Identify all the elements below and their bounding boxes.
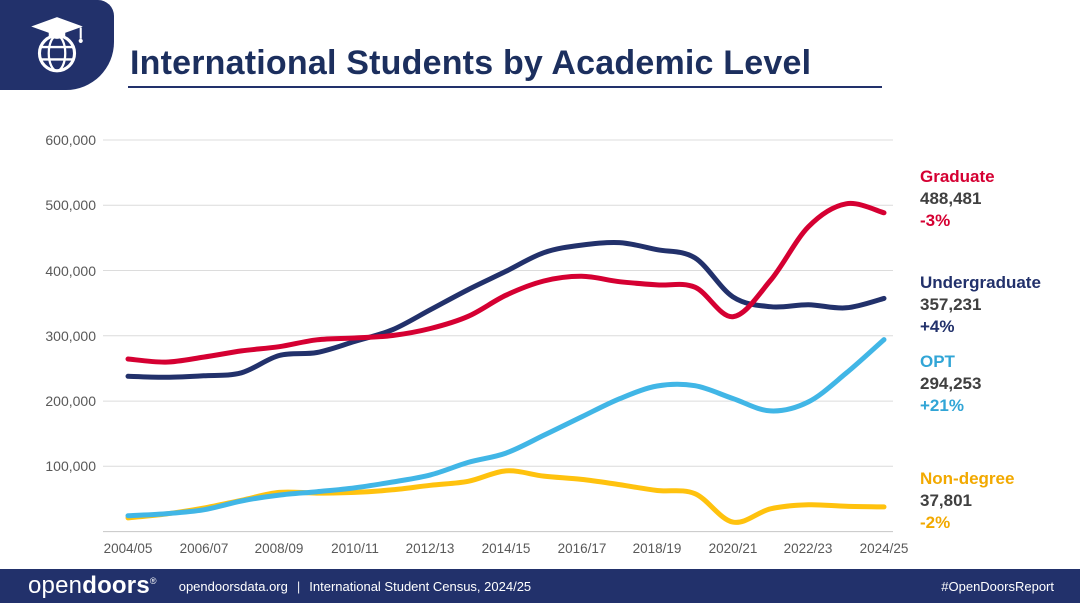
x-tick-label: 2014/15 — [481, 541, 531, 556]
logo-open: open — [28, 572, 83, 599]
x-tick-label: 2004/05 — [103, 541, 153, 556]
page-title: International Students by Academic Level — [130, 43, 812, 82]
y-tick-label: 300,000 — [45, 328, 96, 344]
series-label: Graduate — [920, 167, 995, 186]
y-tick-label: 500,000 — [45, 197, 96, 213]
series-value: 37,801 — [920, 491, 972, 510]
series-change: -3% — [920, 211, 951, 230]
annotation-undergraduate: Undergraduate 357,231 +4% — [920, 272, 1078, 338]
series-change: -2% — [920, 513, 951, 532]
globe-graduation-cap-icon — [31, 17, 83, 73]
x-tick-label: 2022/23 — [783, 541, 833, 556]
footer-census-text: International Student Census, 2024/25 — [309, 578, 532, 594]
annotation-opt: OPT 294,253 +21% — [920, 351, 1078, 417]
footer-site-link[interactable]: opendoorsdata.org — [178, 578, 288, 594]
series-label: Non-degree — [920, 469, 1015, 488]
x-tick-label: 2018/19 — [632, 541, 682, 556]
y-tick-label: 600,000 — [45, 132, 96, 148]
series-line-graduate — [125, 200, 887, 365]
x-tick-label: 2024/25 — [859, 541, 909, 556]
footer-separator: | — [296, 578, 301, 594]
title-underline — [128, 86, 882, 88]
series-value: 488,481 — [920, 189, 982, 208]
registered-mark: ® — [149, 576, 157, 586]
series-label: OPT — [920, 352, 955, 371]
series-value: 357,231 — [920, 295, 982, 314]
series-value: 294,253 — [920, 374, 982, 393]
annotation-non-degree: Non-degree 37,801 -2% — [920, 468, 1078, 534]
x-tick-label: 2020/21 — [708, 541, 758, 556]
series-line-opt — [125, 337, 887, 519]
x-tick-label: 2012/13 — [405, 541, 455, 556]
x-tick-label: 2016/17 — [557, 541, 607, 556]
footer-hashtag: #OpenDoorsReport — [941, 578, 1054, 594]
footer-meta: opendoorsdata.org | International Student … — [179, 579, 531, 594]
series-label: Undergraduate — [920, 273, 1041, 292]
series-change: +4% — [920, 317, 955, 336]
opendoors-logo: opendoors® — [28, 572, 157, 600]
y-tick-label: 100,000 — [45, 458, 96, 474]
x-tick-label: 2006/07 — [179, 541, 229, 556]
y-tick-label: 200,000 — [45, 393, 96, 409]
logo-doors: doors — [82, 572, 150, 599]
footer: opendoors® opendoorsdata.org | Internation… — [0, 569, 1080, 603]
logo-badge — [0, 0, 114, 90]
y-tick-label: 400,000 — [45, 263, 96, 279]
annotation-graduate: Graduate 488,481 -3% — [920, 166, 1078, 232]
x-tick-label: 2008/09 — [254, 541, 304, 556]
x-tick-label: 2010/11 — [331, 541, 379, 556]
series-change: +21% — [920, 396, 964, 415]
series-line-undergraduate — [125, 239, 887, 380]
series-line-non-degree — [125, 468, 887, 525]
